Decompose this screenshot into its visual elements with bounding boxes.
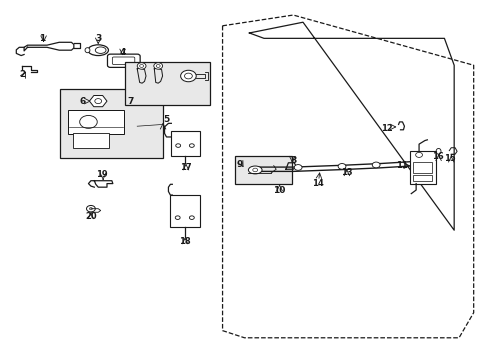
Bar (68, 110, 124, 134)
Ellipse shape (189, 216, 194, 220)
Text: 19: 19 (96, 170, 108, 179)
Text: 1: 1 (39, 34, 45, 43)
Ellipse shape (175, 144, 180, 147)
Ellipse shape (248, 166, 262, 174)
Ellipse shape (89, 208, 92, 210)
Ellipse shape (140, 64, 143, 67)
Bar (60, 89, 162, 158)
Ellipse shape (189, 144, 194, 147)
Text: 5: 5 (163, 115, 169, 124)
Text: 15: 15 (444, 154, 455, 163)
Ellipse shape (337, 163, 345, 169)
Text: 13: 13 (341, 168, 352, 177)
Ellipse shape (95, 99, 102, 104)
Ellipse shape (180, 70, 196, 82)
Text: 8: 8 (289, 156, 296, 165)
Ellipse shape (85, 48, 90, 53)
Text: 12: 12 (381, 124, 392, 133)
Text: 17: 17 (180, 163, 191, 172)
Text: 14: 14 (311, 179, 323, 188)
Ellipse shape (175, 216, 180, 220)
Ellipse shape (435, 148, 440, 154)
Bar (412, 162, 431, 173)
Ellipse shape (415, 152, 422, 157)
Text: 2: 2 (19, 71, 25, 80)
Bar (412, 175, 431, 181)
Ellipse shape (184, 73, 192, 79)
Text: 20: 20 (85, 212, 97, 221)
Text: 11: 11 (395, 161, 407, 170)
Bar (73, 134, 109, 148)
Ellipse shape (86, 206, 95, 212)
FancyBboxPatch shape (112, 57, 135, 64)
Bar (125, 62, 210, 105)
Ellipse shape (137, 63, 146, 69)
Ellipse shape (154, 63, 162, 69)
Bar (171, 131, 199, 156)
Ellipse shape (294, 165, 302, 170)
Ellipse shape (80, 116, 97, 129)
Ellipse shape (88, 45, 108, 55)
Text: 7: 7 (127, 96, 134, 105)
Text: 18: 18 (179, 237, 190, 246)
Ellipse shape (252, 168, 257, 172)
Bar (409, 150, 435, 184)
Text: 9: 9 (236, 160, 243, 169)
Text: 3: 3 (95, 34, 101, 43)
Ellipse shape (371, 162, 379, 168)
Text: 10: 10 (273, 185, 285, 194)
Bar (170, 195, 199, 227)
Ellipse shape (95, 47, 106, 53)
Bar (234, 156, 292, 184)
Text: 4: 4 (119, 48, 125, 57)
Ellipse shape (156, 64, 160, 67)
FancyBboxPatch shape (107, 54, 140, 67)
Text: 16: 16 (431, 152, 443, 161)
Text: 6: 6 (80, 96, 85, 105)
